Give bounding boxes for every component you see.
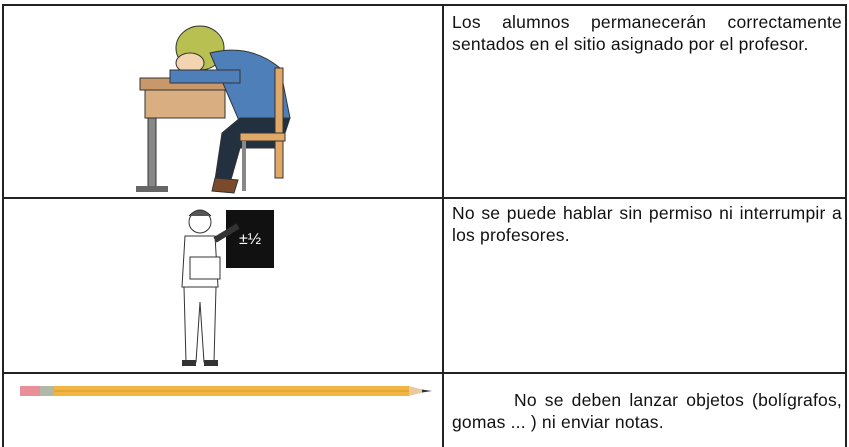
table-border [845, 4, 847, 447]
svg-text:±½: ±½ [239, 231, 261, 248]
pencil-illustration [20, 386, 432, 396]
teacher-illustration: ±½ [181, 209, 274, 366]
column-divider [442, 4, 444, 447]
student-illustration [136, 25, 291, 194]
rule-text: No se puede hablar sin permiso ni interr… [452, 203, 842, 245]
table-border [2, 4, 4, 447]
rule-text: No se deben lanzar objetos (bolígrafos, … [452, 390, 842, 432]
rule-text: Los alumnos permanecerán correctamente s… [452, 12, 842, 54]
row-divider [2, 197, 847, 199]
table-border [2, 4, 847, 6]
row-divider [2, 372, 847, 374]
